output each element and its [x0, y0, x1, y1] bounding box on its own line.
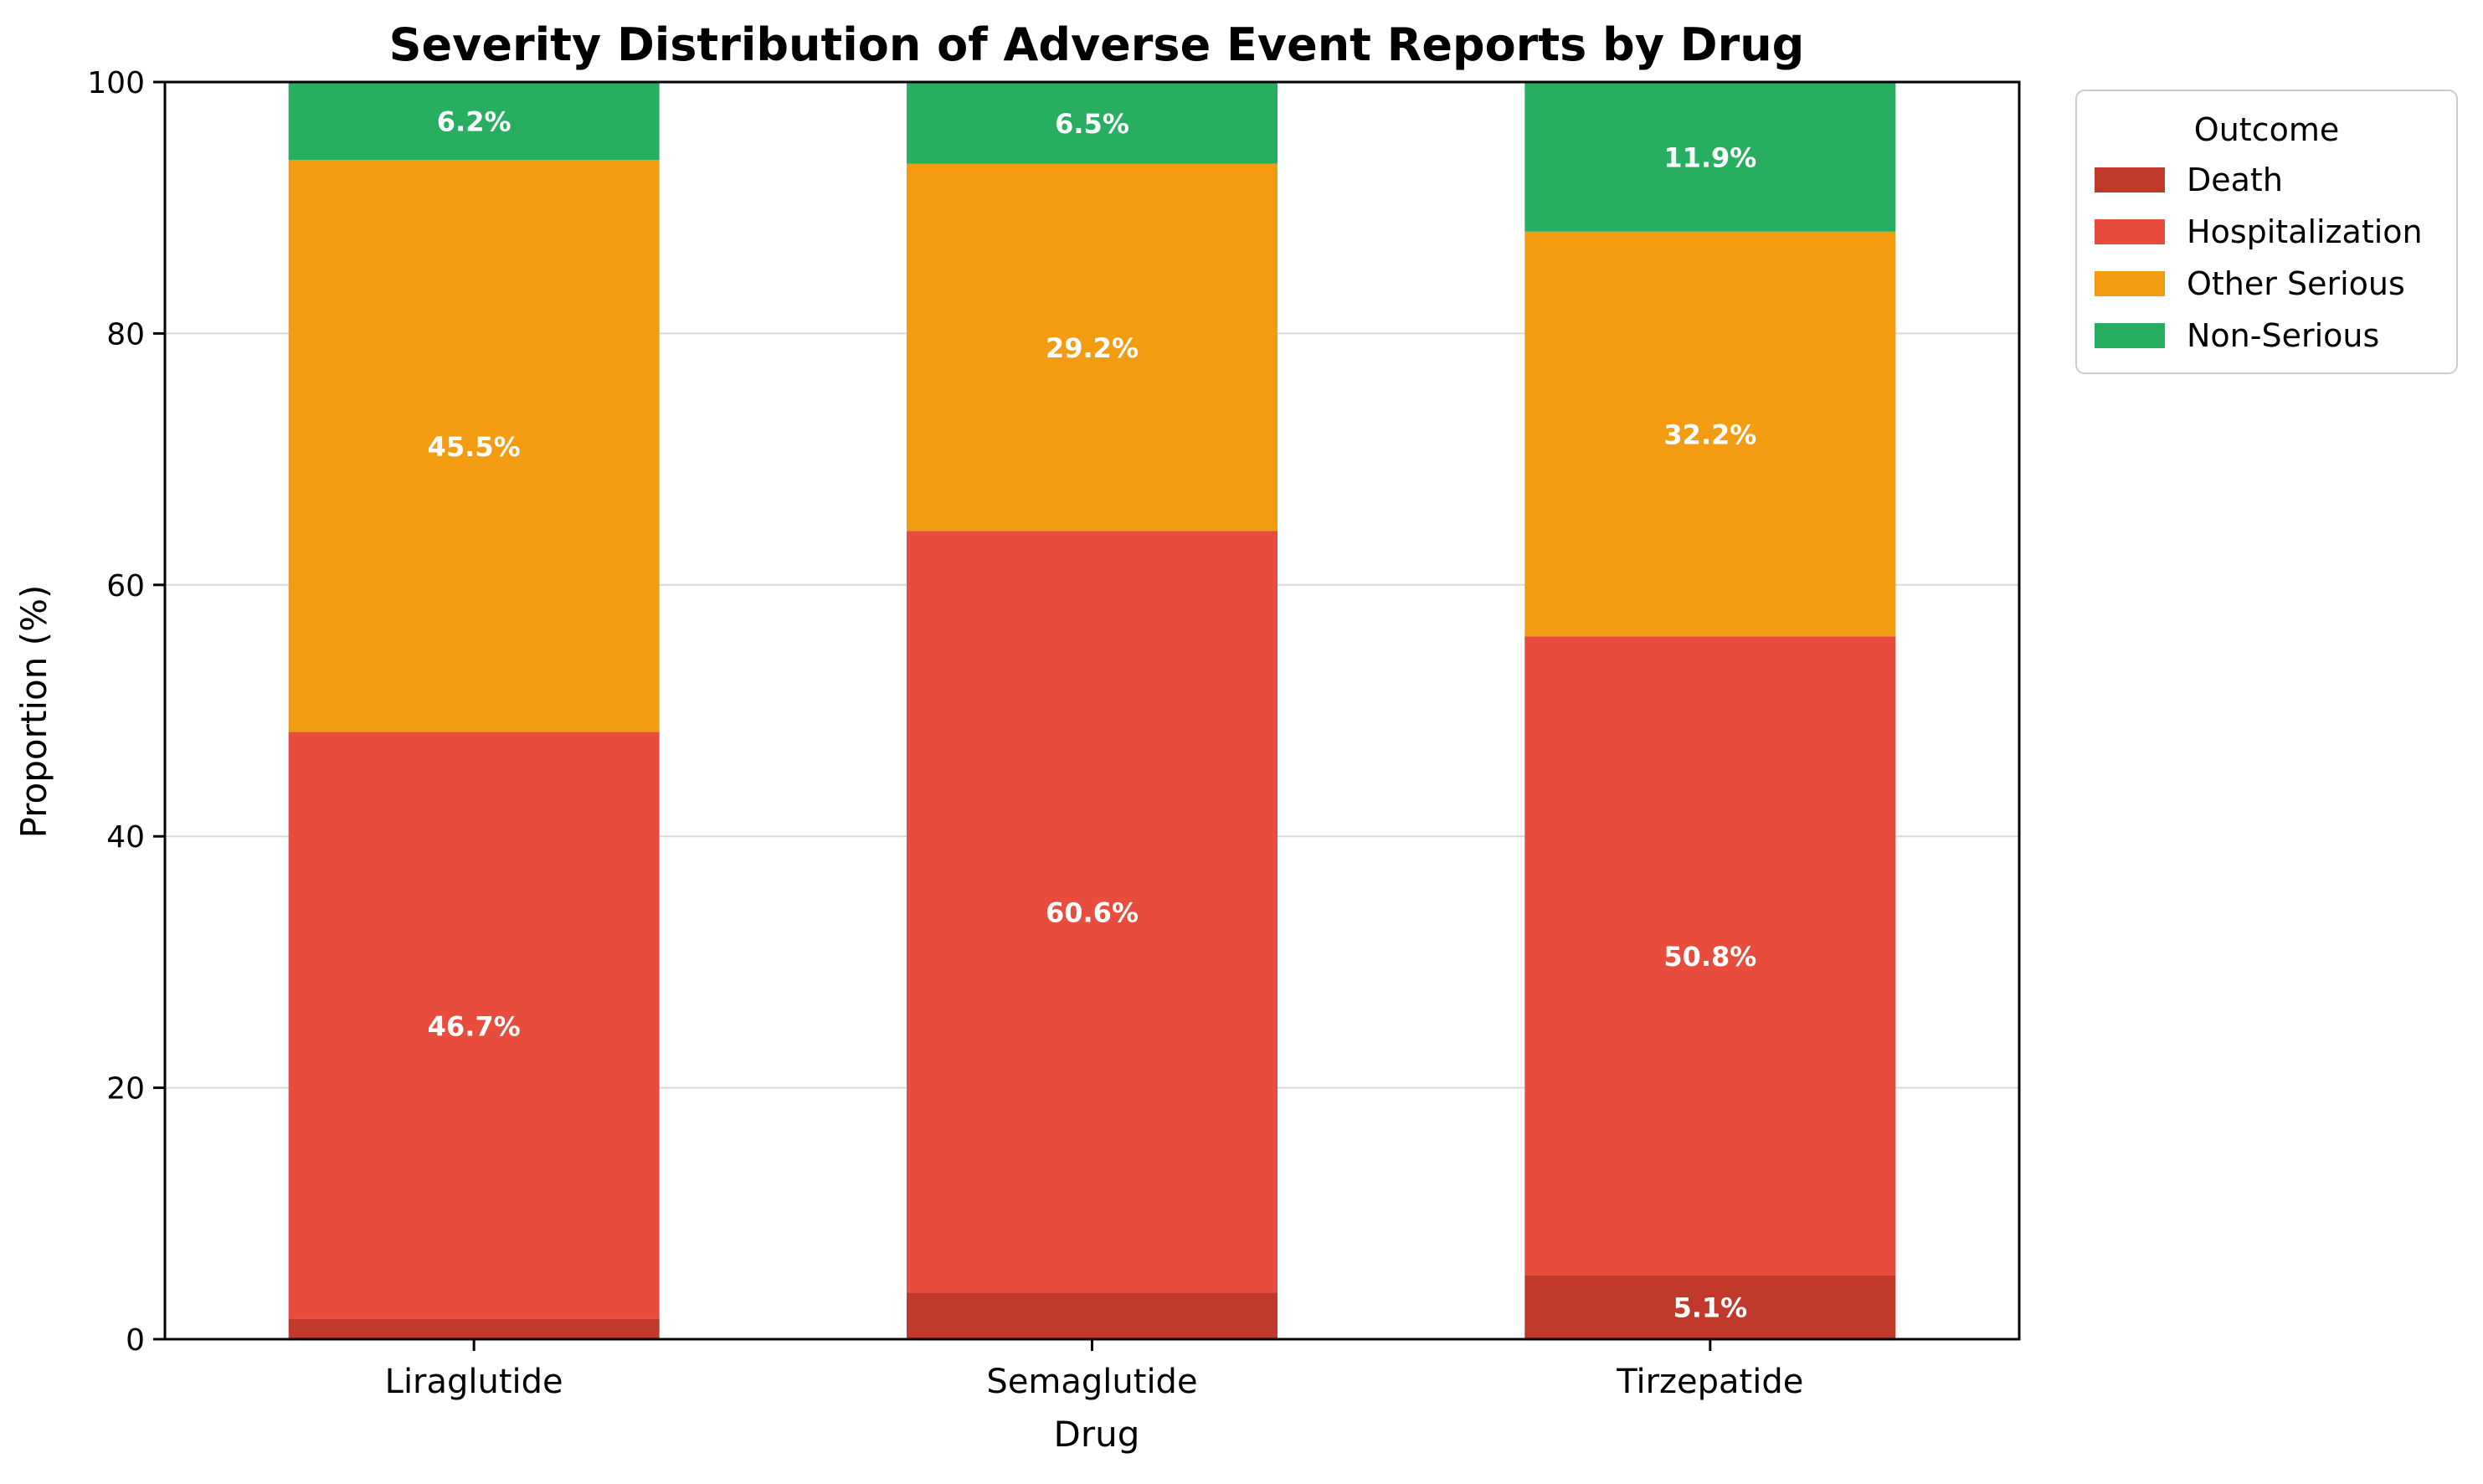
legend-box — [2075, 90, 2458, 374]
data-label: 45.5% — [428, 431, 521, 463]
bar-segment — [907, 163, 1277, 531]
legend-swatch — [2095, 167, 2165, 193]
x-tick-label: Semaglutide — [986, 1363, 1197, 1401]
x-axis-label: Drug — [1054, 1414, 1140, 1455]
data-label: 50.8% — [1663, 941, 1756, 973]
legend: Outcome Death Hospitalization Other Serious… — [2075, 90, 2458, 374]
bar-segment — [1524, 636, 1896, 1276]
data-label: 60.6% — [1046, 896, 1139, 928]
bar-segment — [907, 531, 1277, 1293]
legend-label: Other Serious — [2187, 265, 2405, 302]
y-tick-label: 60 — [106, 569, 145, 603]
legend-swatch — [2095, 323, 2165, 348]
legend-label: Death — [2187, 162, 2283, 198]
bar-segment — [288, 1318, 660, 1339]
data-labels: 46.7% 45.5% 6.2% 60.6% 29.2% 6.5% 5.1% 50.8% 32.… — [428, 106, 1757, 1324]
y-tick-label: 80 — [106, 317, 145, 352]
y-tick-label: 20 — [106, 1072, 145, 1107]
y-tick-label: 100 — [87, 66, 145, 100]
bar-segment — [288, 82, 660, 161]
legend-title: Outcome — [2194, 111, 2339, 148]
data-label: 11.9% — [1663, 141, 1756, 173]
legend-swatch — [2095, 271, 2165, 296]
legend-label: Non-Serious — [2187, 317, 2379, 354]
bar-segment — [1524, 82, 1896, 232]
bar-segment — [907, 82, 1277, 164]
bars — [288, 82, 1896, 1339]
bar-segment — [288, 732, 660, 1319]
data-label: 6.2% — [437, 106, 512, 138]
data-label: 6.5% — [1055, 108, 1129, 140]
bar-segment — [1524, 231, 1896, 637]
data-label: 29.2% — [1046, 332, 1139, 364]
legend-label: Hospitalization — [2187, 213, 2423, 250]
data-label: 46.7% — [428, 1010, 521, 1042]
x-tick-label: Liraglutide — [385, 1363, 563, 1401]
y-tick-label: 0 — [126, 1323, 145, 1358]
bar-segment — [907, 1292, 1277, 1339]
legend-swatch — [2095, 219, 2165, 244]
chart-title: Severity Distribution of Adverse Event R… — [389, 18, 1805, 71]
data-label: 32.2% — [1663, 419, 1756, 451]
bar-segment — [288, 160, 660, 732]
data-label: 5.1% — [1673, 1292, 1747, 1324]
y-axis-label: Proportion (%) — [13, 585, 54, 839]
bar-segment — [1524, 1275, 1896, 1339]
x-tick-label: Tirzepatide — [1616, 1363, 1803, 1401]
y-tick-label: 40 — [106, 820, 145, 855]
axes: 0 20 40 60 80 100 Liraglutide Semaglutide Tirzep… — [87, 66, 2021, 1401]
